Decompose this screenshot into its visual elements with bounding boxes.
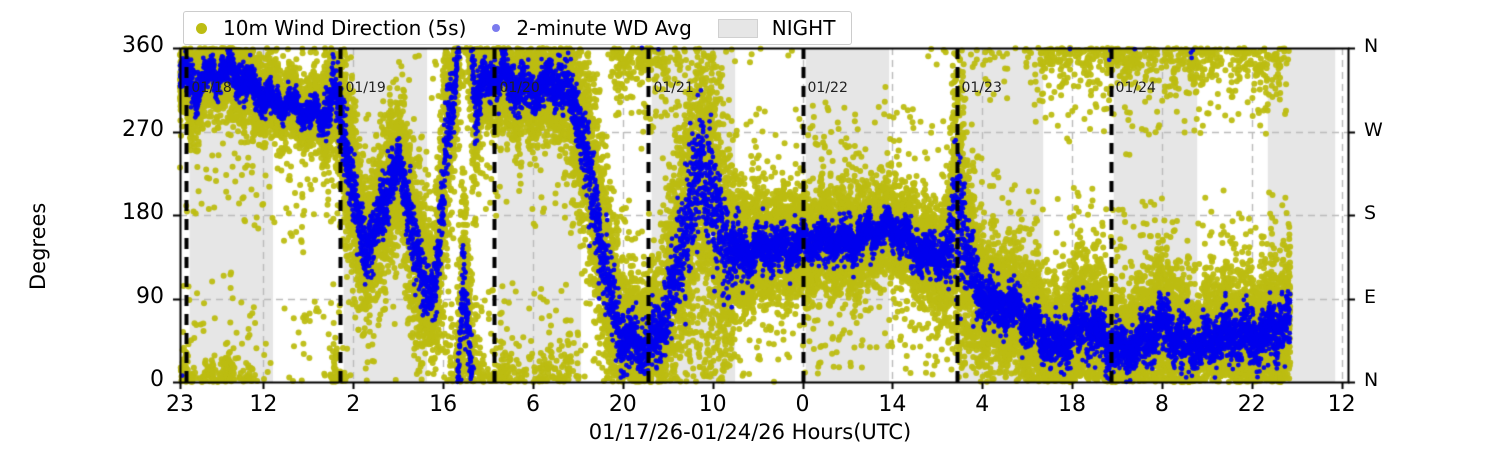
legend-label: 10m Wind Direction (5s) xyxy=(223,16,467,40)
legend-swatch-night xyxy=(717,18,758,38)
legend-item-night: NIGHT xyxy=(717,16,836,40)
x-tick-label: 20 xyxy=(608,392,637,417)
x-tick-label: 10 xyxy=(698,392,727,417)
legend-item-2-minute-wd-avg: 2-minute WD Avg xyxy=(492,16,692,40)
x-tick-label: 12 xyxy=(249,392,278,417)
right-tick-label: S xyxy=(1364,202,1377,224)
x-tick-label: 6 xyxy=(525,392,540,417)
legend-label: 2-minute WD Avg xyxy=(516,16,692,40)
y-axis-title: Degrees xyxy=(26,202,50,290)
y-tick-label: 0 xyxy=(150,367,164,392)
legend-marker-dot xyxy=(492,24,501,32)
y-tick-label: 90 xyxy=(136,283,164,309)
legend-label: NIGHT xyxy=(771,16,836,40)
right-tick-label: N xyxy=(1364,35,1379,57)
y-tick-label: 360 xyxy=(122,33,164,58)
x-tick-label: 12 xyxy=(1327,392,1356,417)
day-divider-label: 01/18 xyxy=(191,80,232,96)
legend-marker-dot xyxy=(196,22,207,34)
x-tick-label: 4 xyxy=(975,392,990,417)
day-divider-label: 01/21 xyxy=(653,80,694,96)
y-tick-label: 180 xyxy=(122,200,164,225)
x-tick-label: 2 xyxy=(346,392,361,417)
day-divider-label: 01/24 xyxy=(1115,80,1156,96)
right-tick-label: N xyxy=(1364,369,1379,391)
chart-legend: 10m Wind Direction (5s) 2-minute WD Avg … xyxy=(183,11,853,45)
right-tick-label: E xyxy=(1364,285,1377,308)
x-tick-label: 18 xyxy=(1058,392,1087,417)
day-divider-label: 01/23 xyxy=(961,80,1002,96)
x-tick-label: 22 xyxy=(1237,392,1266,417)
x-tick-label: 0 xyxy=(795,392,810,417)
y-tick-label: 270 xyxy=(122,116,164,142)
x-axis-title: 01/17/26-01/24/26 Hours(UTC) xyxy=(588,420,912,444)
right-tick-label: W xyxy=(1364,118,1383,141)
x-tick-label: 8 xyxy=(1154,392,1169,417)
day-divider-label: 01/20 xyxy=(499,80,540,96)
legend-item-10m-wind-direction: 10m Wind Direction (5s) xyxy=(196,16,466,40)
x-tick-label: 14 xyxy=(878,392,907,417)
x-tick-label: 23 xyxy=(166,392,194,417)
day-divider-label: 01/19 xyxy=(345,80,386,96)
x-tick-label: 16 xyxy=(429,392,458,417)
day-divider-label: 01/22 xyxy=(807,80,848,96)
